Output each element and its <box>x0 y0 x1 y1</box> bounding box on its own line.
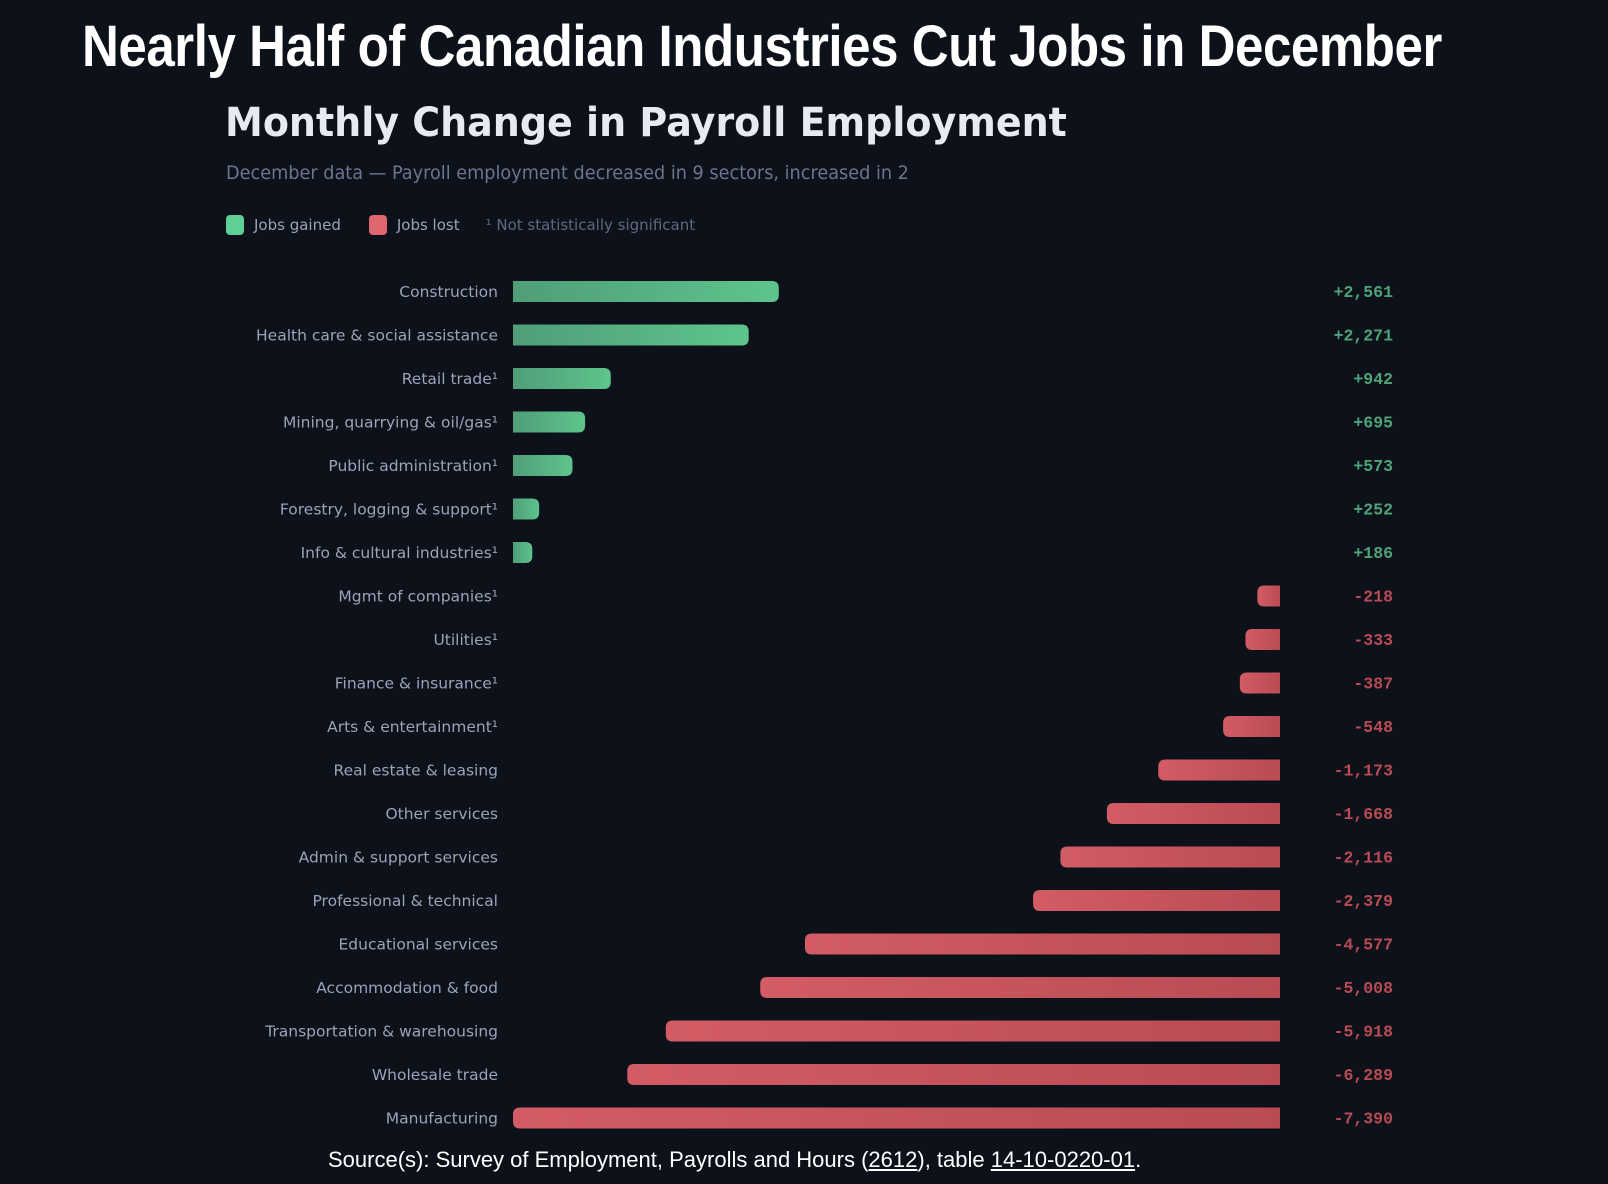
bar-row-arts-entertainment: Arts & entertainment¹ -548 <box>327 716 1393 737</box>
bar-row-forestry-logging-support: Forestry, logging & support¹ +252 <box>280 498 1393 520</box>
bar-loss <box>760 977 1280 998</box>
category-label: Health care & social assistance <box>256 327 498 345</box>
value-label: -387 <box>1353 675 1393 694</box>
value-label: +252 <box>1353 501 1393 520</box>
bar-row-mgmt-of-companies: Mgmt of companies¹ -218 <box>338 585 1393 607</box>
bar-gain <box>513 368 611 389</box>
bar-row-educational-services: Educational services -4,577 <box>339 933 1393 955</box>
source-link-table[interactable]: 14-10-0220-01 <box>990 1147 1136 1172</box>
category-label: Transportation & warehousing <box>264 1023 498 1041</box>
value-label: +186 <box>1353 544 1393 563</box>
category-label: Construction <box>399 283 498 301</box>
category-label: Accommodation & food <box>316 979 498 997</box>
legend-label-gained: Jobs gained <box>254 216 341 234</box>
bar-row-health-care-social-assistance: Health care & social assistance +2,271 <box>256 324 1394 346</box>
category-label: Mining, quarrying & oil/gas¹ <box>283 414 498 432</box>
value-label: +573 <box>1353 457 1393 476</box>
bar-row-other-services: Other services -1,668 <box>385 803 1393 824</box>
category-label: Public administration¹ <box>328 457 498 475</box>
chart-subtitle: December data — Payroll employment decre… <box>226 162 909 184</box>
category-label: Real estate & leasing <box>334 762 498 780</box>
bar-row-public-administration: Public administration¹ +573 <box>328 455 1393 476</box>
bar-loss <box>513 1107 1280 1129</box>
bar-row-admin-support-services: Admin & support services -2,116 <box>299 846 1393 868</box>
category-label: Retail trade¹ <box>402 370 498 388</box>
bar-row-professional-technical: Professional & technical -2,379 <box>312 890 1393 911</box>
bar-row-real-estate-leasing: Real estate & leasing -1,173 <box>334 759 1394 781</box>
value-label: -7,390 <box>1334 1110 1393 1129</box>
bar-row-info-cultural-industries: Info & cultural industries¹ +186 <box>301 542 1393 563</box>
bar-gain <box>513 498 540 520</box>
category-label: Admin & support services <box>299 849 498 867</box>
bar-loss <box>1158 759 1280 781</box>
value-label: -4,577 <box>1334 936 1393 955</box>
value-label: +942 <box>1353 370 1393 389</box>
value-label: -548 <box>1353 718 1393 737</box>
bar-loss <box>1033 890 1280 911</box>
bar-gain <box>513 324 749 346</box>
category-label: Mgmt of companies¹ <box>338 588 498 606</box>
category-label: Educational services <box>339 936 499 954</box>
source-link-survey[interactable]: 2612 <box>868 1147 918 1172</box>
value-label: -333 <box>1353 631 1393 650</box>
source-suffix: . <box>1135 1147 1142 1172</box>
category-label: Wholesale trade <box>372 1066 498 1084</box>
legend: Jobs gained Jobs lost ¹ Not statisticall… <box>226 214 695 236</box>
bar-loss <box>665 1020 1280 1042</box>
bar-gain <box>513 455 573 476</box>
value-label: -6,289 <box>1334 1066 1393 1085</box>
category-label: Finance & insurance¹ <box>335 675 498 693</box>
legend-footnote: ¹ Not statistically significant <box>485 216 696 234</box>
bar-loss <box>1239 672 1280 694</box>
category-label: Forestry, logging & support¹ <box>280 501 498 519</box>
bar-loss <box>1223 716 1280 737</box>
category-label: Utilities¹ <box>433 631 498 649</box>
legend-swatch-gained <box>226 215 244 235</box>
bar-row-retail-trade: Retail trade¹ +942 <box>402 368 1393 389</box>
value-label: -5,918 <box>1334 1023 1394 1042</box>
bar-loss <box>1060 846 1280 868</box>
category-label: Other services <box>385 805 498 823</box>
bar-row-manufacturing: Manufacturing -7,390 <box>386 1107 1393 1129</box>
value-label: -1,668 <box>1334 805 1394 824</box>
bar-row-finance-insurance: Finance & insurance¹ -387 <box>335 672 1393 694</box>
value-label: -1,173 <box>1334 762 1394 781</box>
chart-title: Monthly Change in Payroll Employment <box>225 100 1067 146</box>
bar-loss <box>1106 803 1280 824</box>
bars: Construction +2,561 Health care & social a… <box>256 281 1393 1129</box>
category-label: Professional & technical <box>312 892 498 910</box>
value-label: +2,271 <box>1334 327 1394 346</box>
main-title: Nearly Half of Canadian Industries Cut J… <box>82 14 1442 79</box>
bar-row-transportation-warehousing: Transportation & warehousing -5,918 <box>264 1020 1394 1042</box>
category-label: Arts & entertainment¹ <box>327 718 498 736</box>
bar-loss <box>804 933 1280 955</box>
source-prefix: Source(s): Survey of Employment, Payroll… <box>328 1147 869 1172</box>
bar-gain <box>513 411 586 433</box>
value-label: -2,379 <box>1334 892 1393 911</box>
source-note: Source(s): Survey of Employment, Payroll… <box>328 1146 1141 1174</box>
category-label: Manufacturing <box>386 1110 498 1128</box>
value-label: +2,561 <box>1334 283 1394 302</box>
value-label: +695 <box>1353 414 1393 433</box>
bar-loss <box>1257 585 1280 607</box>
bar-row-accommodation-food: Accommodation & food -5,008 <box>316 977 1393 998</box>
bar-row-construction: Construction +2,561 <box>399 281 1393 302</box>
legend-label-lost: Jobs lost <box>396 216 460 234</box>
value-label: -5,008 <box>1334 979 1394 998</box>
bar-loss <box>627 1064 1280 1085</box>
legend-swatch-lost <box>368 215 387 235</box>
category-label: Info & cultural industries¹ <box>301 544 498 562</box>
bar-gain <box>513 542 533 563</box>
bar-gain <box>513 281 779 302</box>
bar-row-wholesale-trade: Wholesale trade -6,289 <box>372 1064 1393 1085</box>
bar-loss <box>1245 629 1280 650</box>
value-label: -2,116 <box>1334 849 1393 868</box>
bar-row-utilities: Utilities¹ -333 <box>433 629 1393 650</box>
source-middle: ), table <box>917 1147 991 1172</box>
bar-row-mining-quarrying-oil-gas: Mining, quarrying & oil/gas¹ +695 <box>283 411 1393 433</box>
value-label: -218 <box>1353 588 1393 607</box>
